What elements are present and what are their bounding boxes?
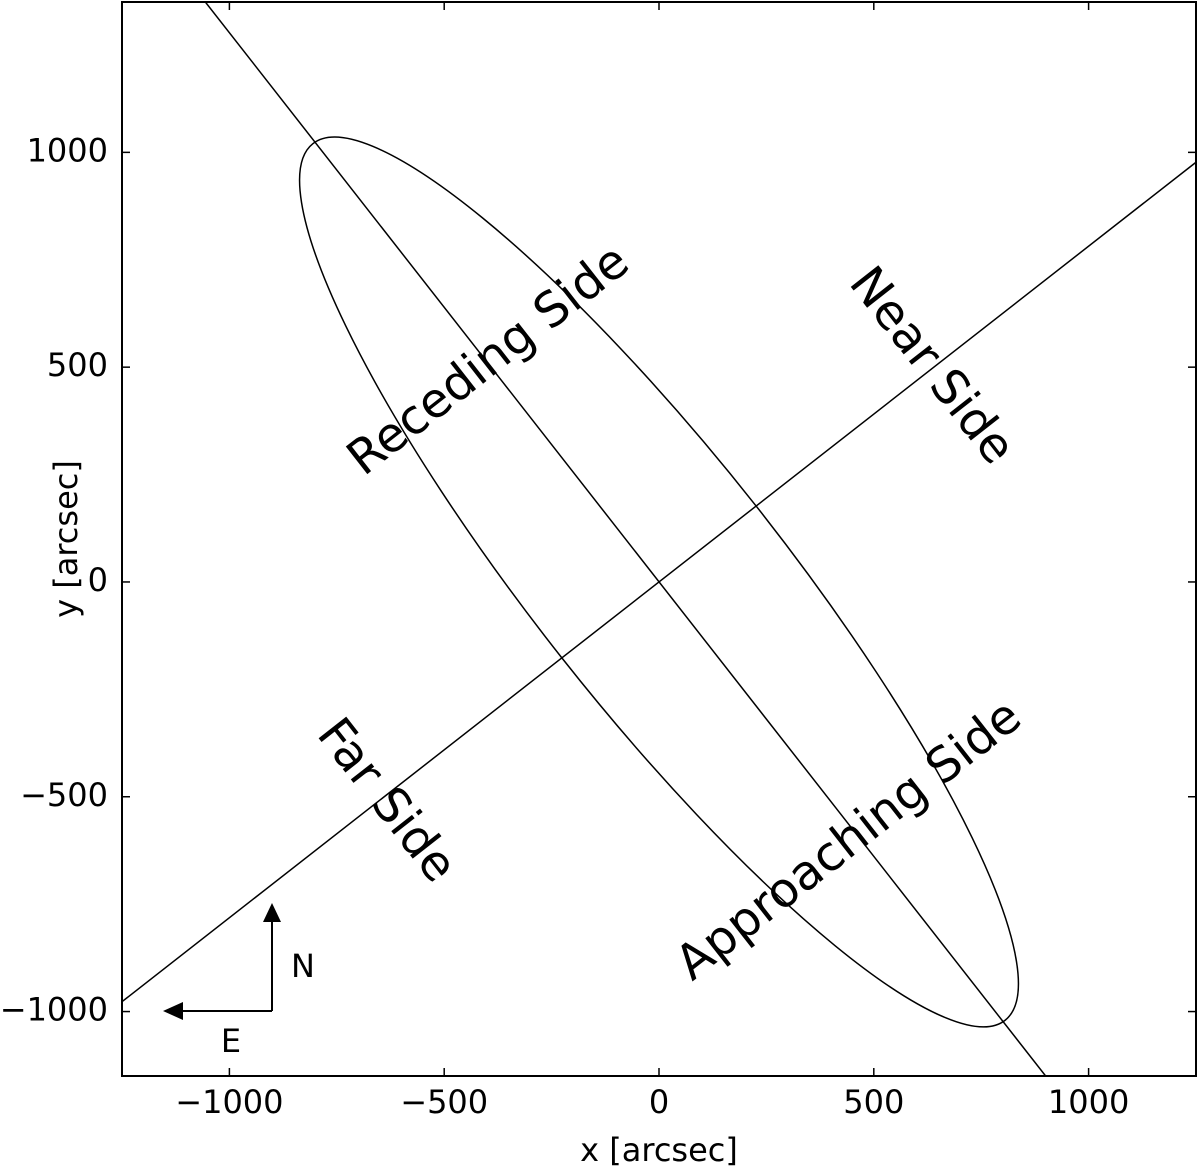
y-tick-label: 1000 — [27, 131, 108, 169]
axis-line — [204, 2, 1047, 1076]
annotation: Far Side — [306, 707, 468, 892]
x-tick-label: −1000 — [175, 1083, 283, 1121]
y-tick-label: 0 — [88, 561, 108, 599]
annotation: Near Side — [838, 256, 1026, 475]
x-tick-label: 500 — [843, 1083, 904, 1121]
annotation: Receding Side — [337, 233, 640, 487]
axes-frame — [121, 1, 1197, 1077]
compass-north-label: N — [291, 947, 315, 985]
x-tick-label: 0 — [649, 1083, 669, 1121]
y-tick-label: −1000 — [0, 991, 108, 1029]
compass-east-head — [163, 1002, 183, 1020]
compass-east-label: E — [221, 1022, 241, 1060]
axis-line — [122, 161, 1196, 1003]
y-tick-label: 500 — [47, 346, 108, 384]
compass-north-head — [263, 903, 281, 922]
y-axis-label: y [arcsec] — [47, 460, 85, 618]
y-tick-label: −500 — [20, 776, 108, 814]
x-tick-label: −500 — [400, 1083, 488, 1121]
compass: N E — [163, 903, 315, 1060]
x-axis-label: x [arcsec] — [580, 1131, 738, 1169]
plot-area — [122, 2, 1196, 1076]
x-tick-label: 1000 — [1048, 1083, 1129, 1121]
ellipse — [298, 136, 1020, 1028]
